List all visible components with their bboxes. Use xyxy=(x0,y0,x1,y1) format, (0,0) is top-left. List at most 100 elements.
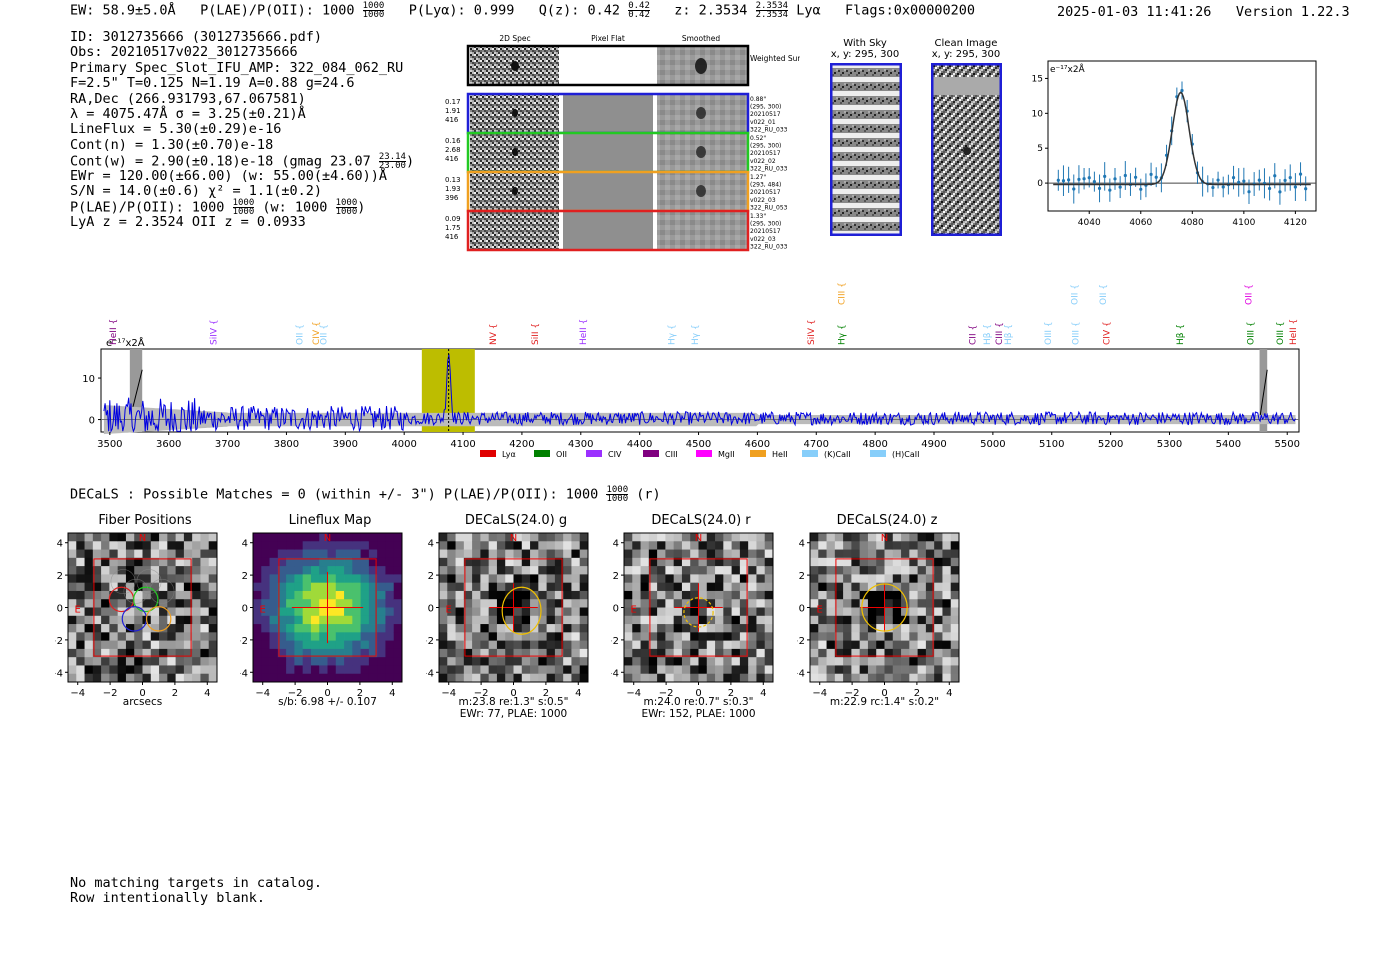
stamp-right-value: 1.27" xyxy=(750,174,766,181)
stamp-right-value: v022_01 xyxy=(750,119,776,126)
col-header-2dspec: 2D Spec xyxy=(499,34,530,43)
cutout-xtick: 4 xyxy=(204,688,210,699)
fit-point xyxy=(1247,190,1251,194)
fit-point xyxy=(1082,177,1086,181)
cutout-caption: s/b: 6.98 +/- 0.107 xyxy=(278,696,377,708)
north-label: N xyxy=(695,533,702,544)
stamp-right-value: 0.88" xyxy=(750,96,766,103)
cutout-xtick: −4 xyxy=(626,688,641,699)
info-id: ID: 3012735666 (3012735666.pdf) xyxy=(70,29,322,45)
cutout-image: N E 4 2 0 −2 −4 −4 −2 0 2 4 xyxy=(797,532,960,699)
spectrum-xtick: 3700 xyxy=(215,439,240,450)
legend-swatch xyxy=(586,450,602,457)
cutout-xtick: −2 xyxy=(288,688,303,699)
info-plae: P(LAE)/P(OII): 1000 1000 1000 (w: 1000 10… xyxy=(70,198,366,218)
emission-line-label: OII { xyxy=(295,324,305,345)
emission-line-label: Hγ { xyxy=(667,324,677,345)
spectrum-xtick: 5500 xyxy=(1274,439,1299,450)
search-box xyxy=(93,558,192,657)
fit-point xyxy=(1118,185,1122,189)
fit-point xyxy=(1113,177,1117,181)
cutout-ytick: −2 xyxy=(797,636,805,647)
legend-label: Lyα xyxy=(502,450,516,459)
plya-value: P(Lyα): 0.999 xyxy=(408,2,515,19)
info-radec: RA,Dec (266.931793,67.067581) xyxy=(70,90,306,107)
stamp-right-value: 322_RU_033 xyxy=(750,243,788,250)
cutout-xtick: −2 xyxy=(845,688,860,699)
svg-text:HeII {: HeII { xyxy=(1289,319,1299,345)
fit-point xyxy=(1134,175,1138,179)
legend-swatch xyxy=(802,450,818,457)
emission-line-label: SiIV { xyxy=(807,319,817,345)
spectrum-xtick: 5300 xyxy=(1157,439,1182,450)
svg-text:OII {: OII { xyxy=(1099,284,1109,305)
stamp-left-value: 0.16 xyxy=(445,137,461,145)
masked-region xyxy=(1259,349,1268,432)
svg-text:CIII {: CIII { xyxy=(995,322,1005,345)
emission-line-label: OIII { xyxy=(1276,321,1286,345)
cutout-ytick: 4 xyxy=(799,539,805,550)
east-label: E xyxy=(75,604,81,615)
svg-text:OII {: OII { xyxy=(320,324,330,345)
stamp-right-value: (295, 300) xyxy=(750,143,781,150)
legend-label: MgII xyxy=(718,450,735,459)
stamp-left-value: 0.13 xyxy=(445,176,461,184)
stamp-left-value: 1.75 xyxy=(445,224,461,232)
cutout-xtick: 2 xyxy=(357,688,363,699)
fit-point xyxy=(1216,178,1220,182)
footer-line-2: Row intentionally blank. xyxy=(70,890,266,907)
info-lyaz: LyA z = 2.3524 OII z = 0.0933 xyxy=(70,213,306,230)
spectrum-xtick: 4600 xyxy=(745,439,770,450)
plae-value: P(LAE)/P(OII): 1000 xyxy=(200,2,355,19)
stamp-right-value: 322_RU_033 xyxy=(750,165,788,172)
svg-text:Hγ {: Hγ { xyxy=(838,324,848,345)
spectrum-xtick: 5000 xyxy=(980,439,1005,450)
fit-point xyxy=(1231,175,1236,180)
cutout-title: DECaLS(24.0) g xyxy=(464,513,568,528)
cutout-title: DECaLS(24.0) r xyxy=(651,513,751,528)
cutout-xtick: 4 xyxy=(575,688,581,699)
weighted-sum-label: Weighted Sum xyxy=(750,54,800,63)
fit-point xyxy=(1293,185,1297,189)
cutout-caption: m:22.9 rc:1.4" s:0.2" xyxy=(829,696,940,708)
fit-point xyxy=(1180,88,1184,93)
z-fraction: 2.3534 2.3534 xyxy=(755,1,789,20)
spectrum-xtick: 4100 xyxy=(450,439,475,450)
svg-text:CIV {: CIV { xyxy=(312,321,322,345)
cutout-xtick: 0 xyxy=(139,688,145,699)
spectrum-xtick: 4200 xyxy=(509,439,534,450)
fit-point xyxy=(1087,176,1091,180)
fit-point xyxy=(1103,174,1107,178)
cutout-ytick: 0 xyxy=(613,604,619,615)
svg-text:CIII {: CIII { xyxy=(838,282,848,305)
emission-line-label: SiII { xyxy=(531,323,541,345)
fit-ytick: 5 xyxy=(1037,144,1043,154)
cutout-ytick: 2 xyxy=(613,571,619,582)
spectrum-xtick: 4700 xyxy=(804,439,829,450)
stamp-left-value: 1.91 xyxy=(445,107,461,115)
cutout-image: N E 4 2 0 −2 −4 −4 −2 0 2 4 xyxy=(55,532,218,699)
stamp-left-value: 2.68 xyxy=(445,146,461,154)
cutout-ytick: 0 xyxy=(799,604,805,615)
cutout-caption: m:23.8 re:1.3" s:0.5" EWr: 77, PLAE: 1000 xyxy=(458,696,569,720)
clean-image xyxy=(931,63,1002,236)
svg-text:OIII {: OIII { xyxy=(1044,321,1054,345)
detection-info: ID: 3012735666 (3012735666.pdf) Obs: 202… xyxy=(70,29,414,230)
svg-text:OII {: OII { xyxy=(295,324,305,345)
catalog-footer: No matching targets in catalog. Row inten… xyxy=(70,875,322,907)
cutout-ytick: 2 xyxy=(57,571,63,582)
stamp-right-value: v022_03 xyxy=(750,236,776,243)
stamp-right-value: (295, 300) xyxy=(750,104,781,111)
east-label: E xyxy=(260,604,266,615)
legend-swatch xyxy=(750,450,766,457)
fit-point xyxy=(1221,185,1225,189)
stamp-left-value: 0.09 xyxy=(445,215,461,223)
info-contn: Cont(n) = 1.30(±0.70)e-18 xyxy=(70,136,274,153)
cutout-xtick: −4 xyxy=(70,688,85,699)
emission-line-label: OII { xyxy=(1244,284,1254,305)
cutout-ytick: 4 xyxy=(57,539,63,550)
svg-text:HeII {: HeII { xyxy=(109,319,119,345)
north-label: N xyxy=(510,533,517,544)
fit-point xyxy=(1139,187,1143,191)
fit-unit-label: e⁻¹⁷x2Å xyxy=(1050,63,1086,75)
